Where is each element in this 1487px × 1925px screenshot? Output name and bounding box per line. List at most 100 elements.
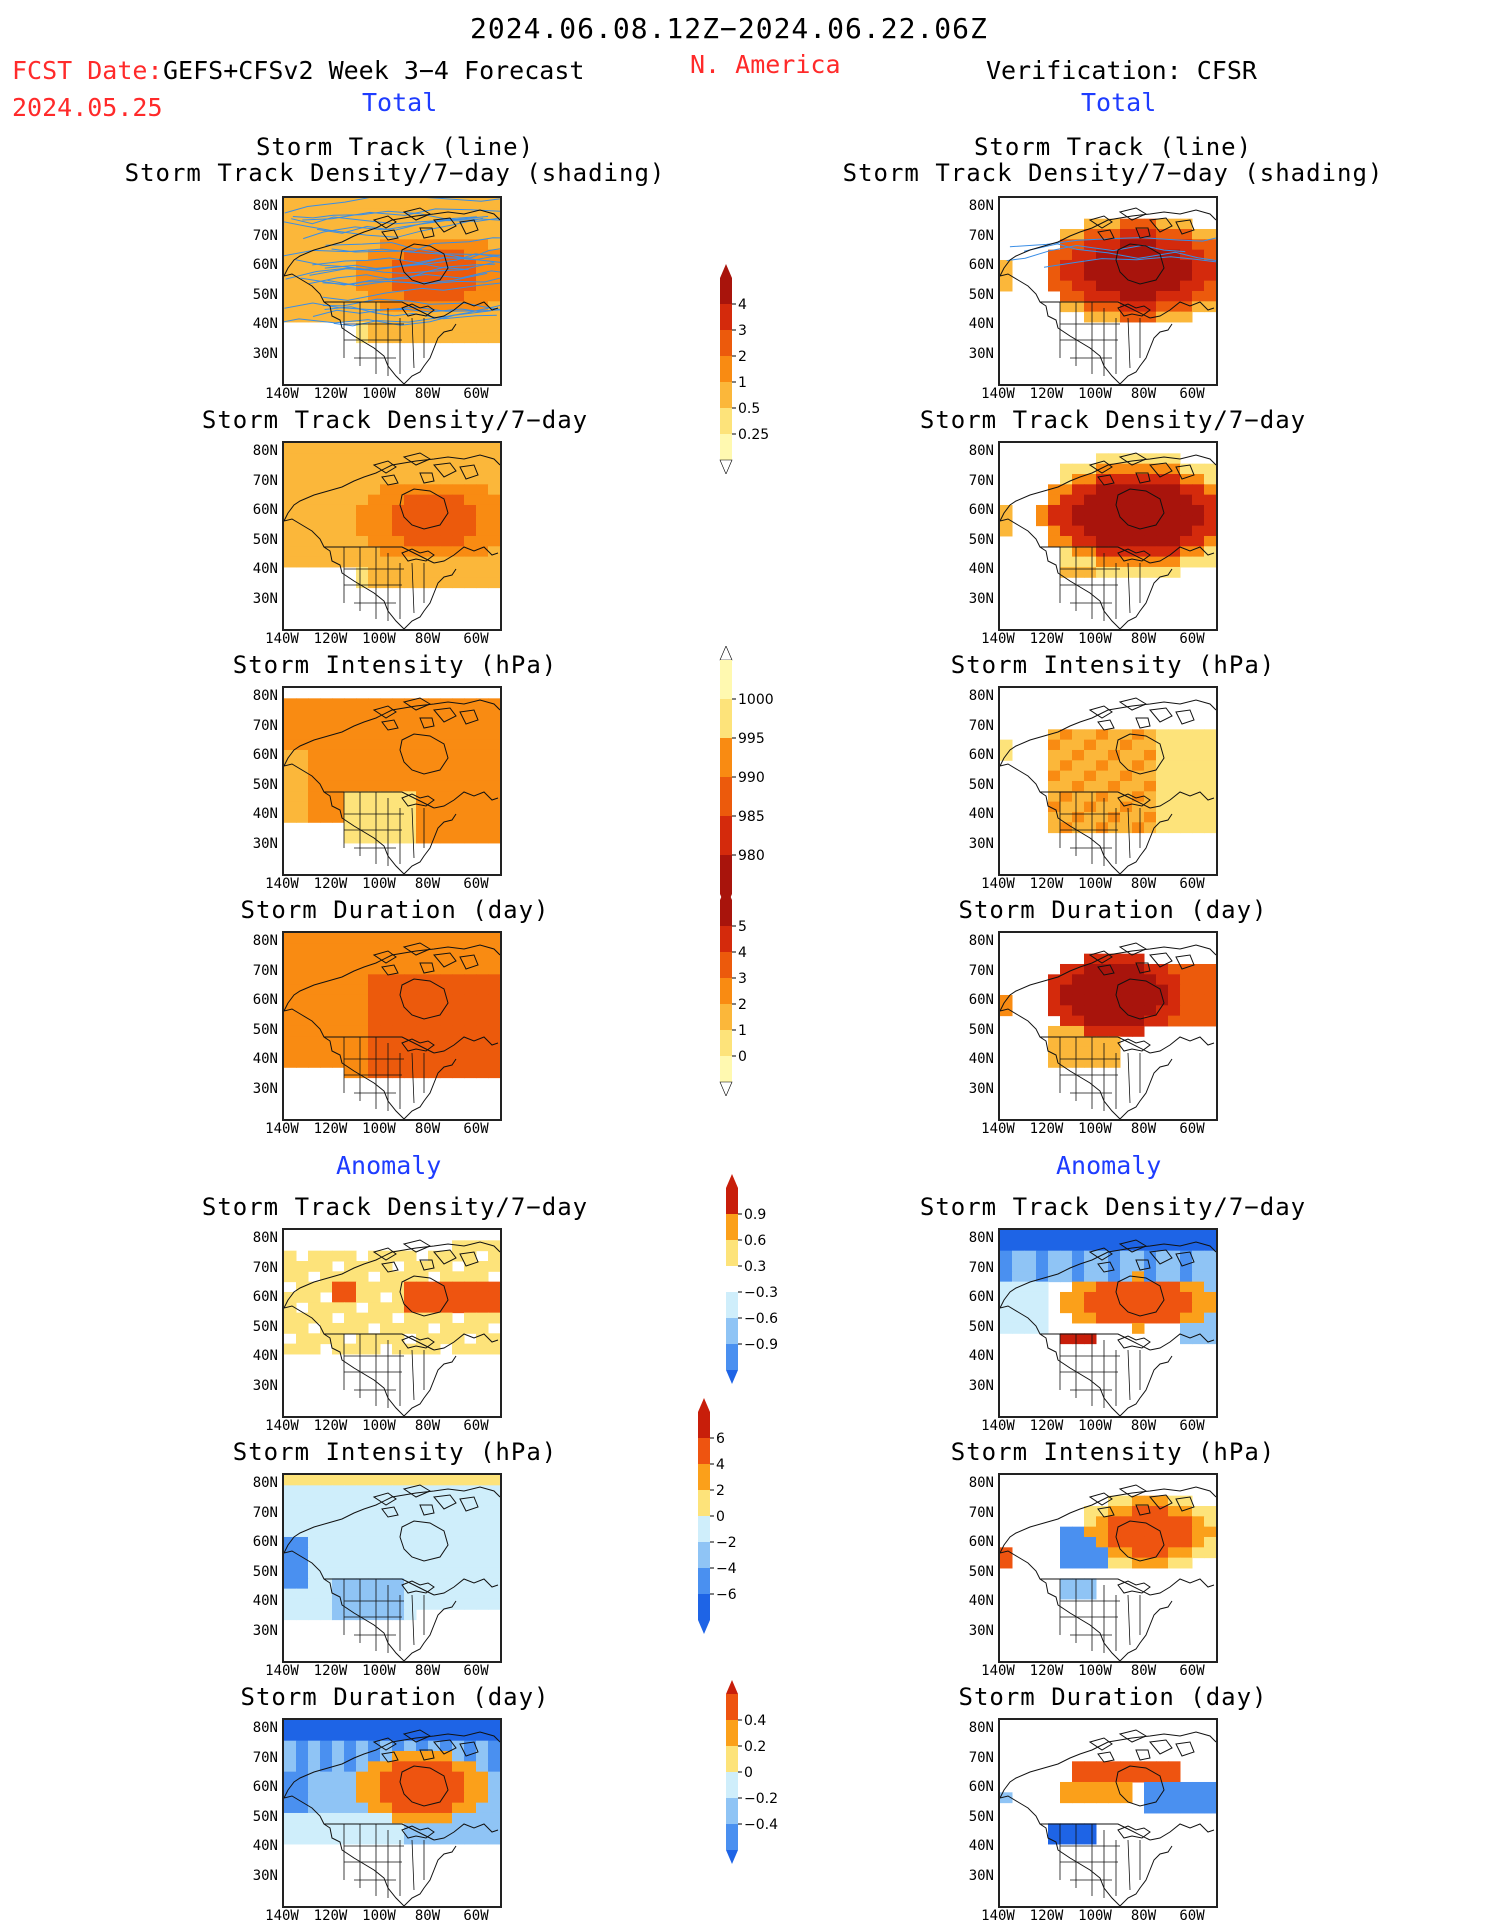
coastline [1000,207,1216,384]
grid-cell [416,1792,429,1804]
grid-cell [1144,515,1157,527]
grid-cell [440,1833,453,1845]
grid-cell [356,1730,369,1742]
grid-cell [392,1475,405,1486]
grid-cell [404,1740,417,1752]
grid-cell [404,1823,417,1835]
grid-cell [1108,953,1121,965]
grid-cell [416,332,429,344]
grid-cell [1108,1505,1121,1517]
grid-cell [440,1781,453,1793]
grid-cell [332,301,345,313]
grid-cell [320,228,333,240]
grid-cell [296,239,309,251]
colorbar-swatch [698,1594,710,1620]
grid-cell [332,811,345,823]
grid-cell [1144,1015,1157,1027]
grid-cell [440,1547,453,1559]
grid-cell [452,290,465,302]
grid-cell [368,1250,381,1262]
grid-cell [380,218,393,230]
grid-cell [428,974,441,986]
grid-cell [1120,1526,1133,1538]
grid-cell [476,556,489,568]
grid-cell [284,1598,297,1610]
grid-cell [488,811,500,823]
colorbar-swatch [698,1412,710,1438]
grid-cell [392,1036,405,1048]
coastline [284,942,500,1119]
grid-cell [392,729,405,741]
lat-tick-label: 60N [968,1534,994,1550]
grid-cell [1120,963,1133,975]
grid-cell [1120,1557,1133,1569]
grid-cell [296,708,309,720]
grid-cell [1060,1833,1073,1845]
grid-cell [356,311,369,323]
colorbar-swatch [726,1824,738,1850]
grid-cell [1084,791,1097,803]
grid-cell [1168,473,1181,485]
grid-cell [1084,504,1097,516]
grid-cell [284,1056,297,1068]
grid-cell [404,1046,417,1058]
grid-cell [284,953,297,965]
grid-cell [320,739,333,751]
grid-cell [1120,259,1133,271]
grid-cell [1000,1271,1013,1283]
grid-cell [464,1025,477,1037]
grid-cell [476,1598,489,1610]
grid-cell [1084,463,1097,475]
grid-cell [356,1343,369,1355]
grid-cell [332,994,345,1006]
grid-cell [1084,749,1097,761]
grid-cell [1168,556,1181,568]
grid-cell [332,739,345,751]
grid-cell [476,535,489,547]
grid-cell [476,1025,489,1037]
grid-cell [428,1495,441,1507]
grid-cell [428,1802,441,1814]
grid-cell [476,708,489,720]
grid-cell [1120,984,1133,996]
grid-cell [452,1046,465,1058]
grid-cell [296,1260,309,1272]
grid-cell [428,1598,441,1610]
grid-cell [356,760,369,772]
grid-cell [296,1536,309,1548]
storm-track-line [300,272,488,286]
colorbar-bottom-arrow [698,1620,710,1634]
grid-cell [1156,259,1169,271]
grid-cell [296,1761,309,1773]
grid-cell [392,556,405,568]
colorbar-tick-label: 0.3 [744,1259,766,1275]
grid-cell [296,280,309,292]
grid-cell [1180,749,1193,761]
colorbar-swatch [698,1490,710,1516]
colorbar-swatch [726,1188,738,1214]
grid-cell [368,791,381,803]
grid-cell [344,515,357,527]
lat-tick-label: 30N [252,835,278,852]
grid-cell [476,577,489,589]
grid-cell [320,535,333,547]
grid-cell [440,994,453,1006]
grid-cell [320,698,333,710]
grid-cell [476,1036,489,1048]
grid-cell [356,494,369,506]
grid-cell [296,1781,309,1793]
grid-cell [1084,311,1097,323]
grid-cell [368,1588,381,1600]
grid-cell [404,443,417,454]
colorbar-top-arrow [726,1680,738,1694]
lat-tick-label: 70N [968,1259,994,1276]
grid-cell [1120,270,1133,282]
grid-cell [356,718,369,730]
grid-cell [320,1792,333,1804]
grid-cell [1168,494,1181,506]
grid-cell [1060,463,1073,475]
grid-cell [380,1495,393,1507]
grid-cell [1096,1271,1109,1283]
grid-cell [1132,1536,1145,1548]
grid-cell [308,1557,321,1569]
